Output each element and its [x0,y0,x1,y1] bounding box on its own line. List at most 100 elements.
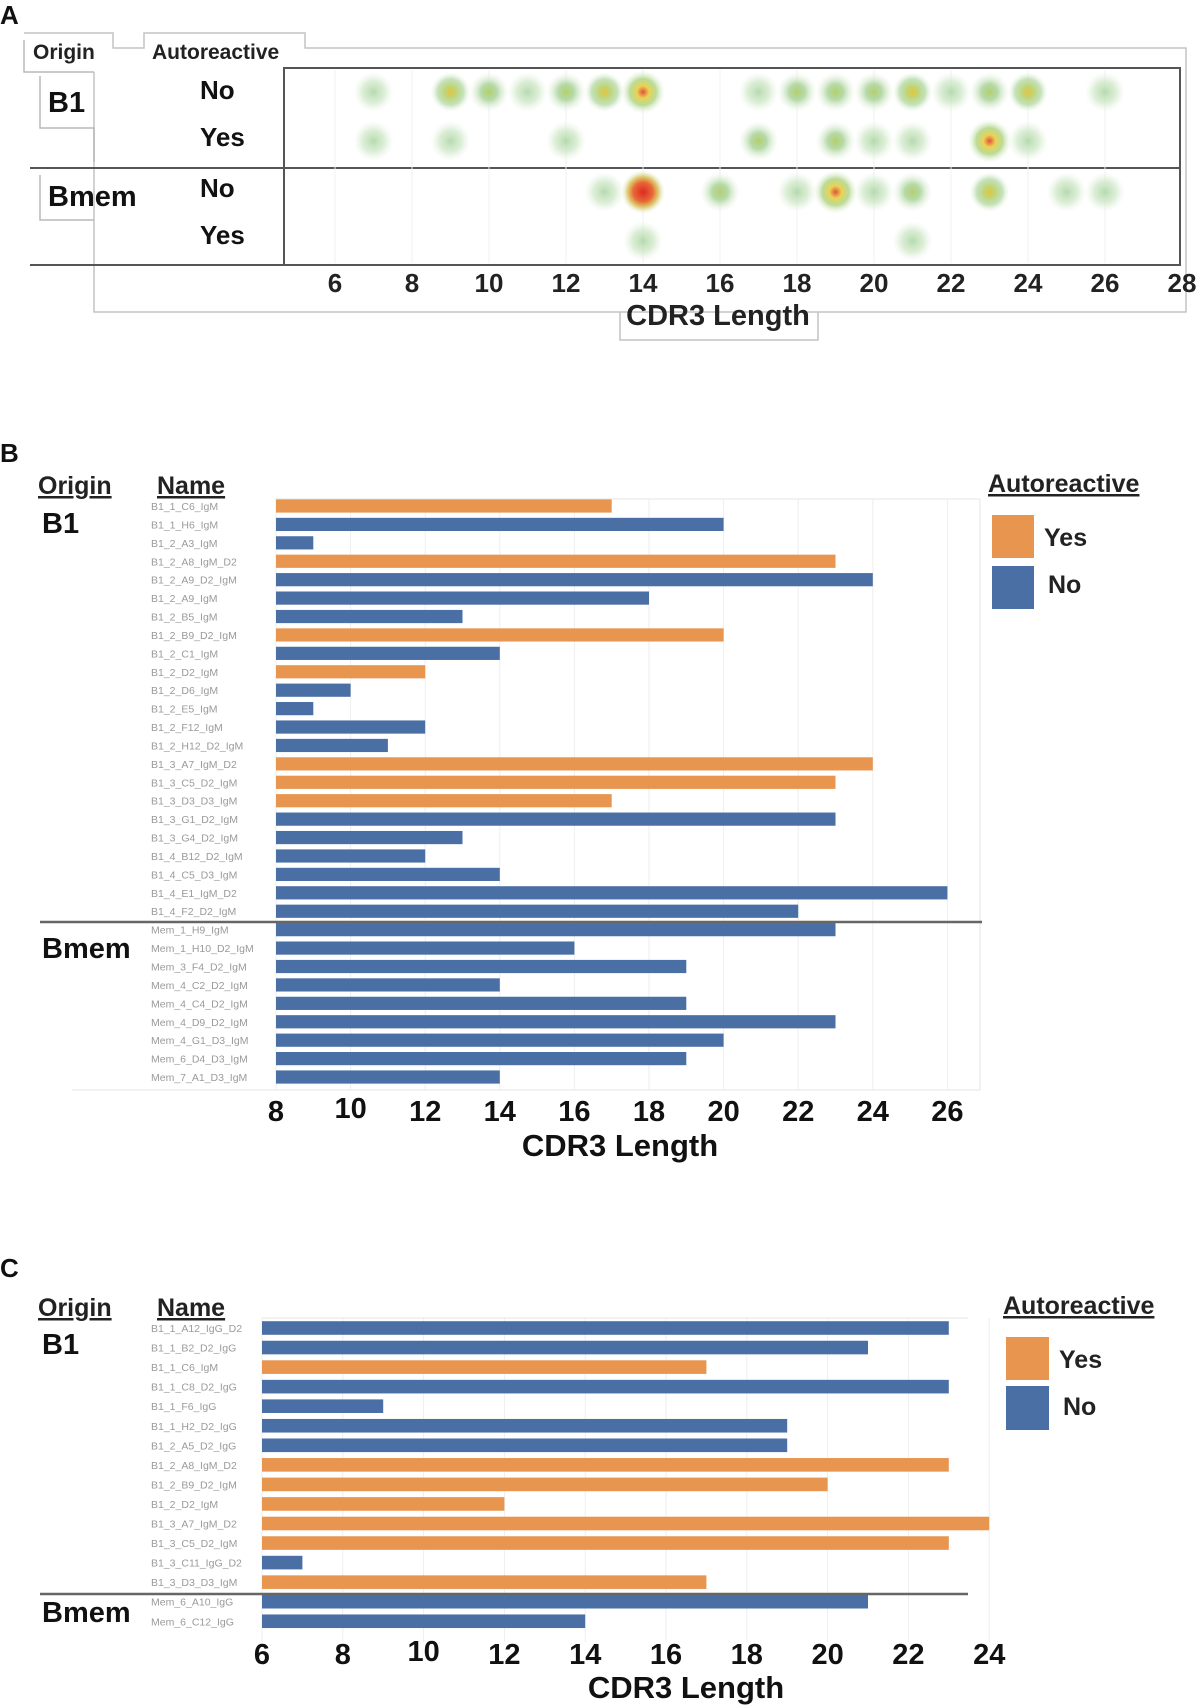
heat-dot [546,72,586,112]
bar [262,1321,949,1335]
heat-dot [738,121,779,161]
panel-c-letter: C [0,1253,19,1283]
bar [262,1575,707,1589]
heat-dot [969,172,1010,212]
panel-c-name-header: Name [157,1294,225,1322]
bar [262,1399,384,1413]
bar [276,628,724,642]
bar [276,720,426,734]
panel-b-legend-no-swatch [992,566,1034,609]
panel-b: B Origin Name B1 Bmem B1_1_C6_IgM B1_1_H6… [0,438,1140,1163]
heat-dot [813,170,858,214]
heat-dot [854,172,894,212]
heat-dot [1008,72,1048,112]
panel-b-bars: B1_1_C6_IgM B1_1_H6_IgM B1_2_A3_IgM B1_2_A8… [151,499,948,1084]
heat-dot [967,119,1012,163]
heat-dot [815,72,856,112]
panel-b-origin-bmem: Bmem [42,933,131,965]
bar-name-label: B1_3_A7_IgM_D2 [151,759,237,771]
heat-dot [777,72,817,112]
bar-name-label: Mem_1_H9_IgM [151,925,229,937]
bar-name-label: B1_2_A9_D2_IgM [151,575,237,587]
panel-c-bars: B1_1_A12_IgG_D2 B1_1_B2_D2_IgG B1_1_C6_IgM… [151,1321,990,1629]
heat-dot [507,72,548,112]
bar-name-label: Mem_6_C12_IgG [151,1616,234,1628]
panel-b-x-ticks: 8 10 12 14 16 18 20 22 24 26 [268,1093,964,1128]
panel-b-legend-no-label: No [1048,571,1081,599]
bar [276,904,799,918]
bar-name-label: B1_2_A8_IgM_D2 [151,1460,237,1472]
bar-name-label: B1_2_D6_IgM [151,685,218,697]
panel-c-origin-header: Origin [38,1294,112,1322]
panel-b-letter: B [0,438,19,468]
bar [276,757,873,771]
bar-name-label: B1_2_H12_D2_IgM [151,740,243,752]
panel-a-row-b1-no: No [200,75,235,105]
bar [262,1360,707,1374]
bar [276,702,314,716]
x-tick-label: 22 [892,1639,924,1671]
bar [276,609,463,624]
x-tick-label: 22 [782,1096,814,1128]
panel-a-row-b1-yes: Yes [200,122,245,152]
bar-name-label: Mem_3_F4_D2_IgM [151,962,247,974]
heat-dot [584,172,625,212]
bar [262,1516,990,1531]
x-tick-label: 24 [973,1639,1005,1671]
panel-c-legend-yes-swatch [1006,1337,1049,1380]
bar-name-label: B1_1_A12_IgG_D2 [151,1323,242,1335]
bar [262,1438,788,1453]
heat-dot [854,121,894,161]
panel-a: A Origin Autoreactive B1 Bmem No Yes No … [0,0,1196,341]
heat-dot [738,72,779,112]
bar [262,1418,788,1433]
bar [276,738,388,753]
bar-name-label: B1_3_A7_IgM_D2 [151,1519,237,1531]
panel-c-x-ticks: 6 8 10 12 14 16 18 20 22 24 [254,1636,1005,1671]
heat-dot [700,172,740,212]
heat-dot [353,121,394,161]
bar-name-label: B1_2_A5_D2_IgG [151,1440,236,1452]
panel-b-legend-yes-label: Yes [1044,524,1087,552]
x-tick-label: 16 [558,1096,590,1128]
heat-dot [1085,172,1125,212]
panel-c-origin-bmem: Bmem [42,1597,131,1629]
bar-name-label: B1_2_B9_D2_IgM [151,1479,237,1491]
bar [276,867,500,881]
x-tick-label: 12 [488,1639,520,1671]
heat-dot [931,72,971,112]
x-tick-label: 18 [731,1639,763,1671]
panel-c-legend-title: Autoreactive [1003,1292,1155,1320]
bar-name-label: B1_2_F12_IgM [151,722,223,734]
bar-name-label: B1_3_D3_D3_IgM [151,796,237,808]
panel-b-x-axis-title: CDR3 Length [522,1128,718,1163]
heat-dot [584,72,625,112]
panel-a-letter: A [0,0,19,30]
bar-name-label: Mem_6_A10_IgG [151,1597,233,1609]
bar-name-label: B1_2_B5_IgM [151,612,218,624]
bar-name-label: B1_4_F2_D2_IgM [151,906,236,918]
bar [262,1477,828,1492]
panel-b-legend-yes-swatch [992,515,1034,558]
bar-name-label: B1_4_B12_D2_IgM [151,851,243,863]
bar-name-label: B1_4_C5_D3_IgM [151,869,237,881]
x-tick-label: 6 [328,268,342,298]
bar-name-label: Mem_4_D9_D2_IgM [151,1017,248,1029]
x-tick-label: 8 [335,1639,351,1671]
heat-dot [430,72,471,112]
bar-name-label: B1_1_C6_IgM [151,501,218,513]
bar-name-label: Mem_4_G1_D3_IgM [151,1035,248,1047]
bar [276,1052,687,1066]
x-tick-label: 16 [650,1639,682,1671]
x-tick-label: 26 [931,1096,963,1128]
x-tick-label: 18 [783,268,812,298]
bar-name-label: B1_2_C1_IgM [151,648,218,660]
bar [276,886,948,900]
panel-b-origin-header: Origin [38,472,112,500]
bar [262,1614,586,1629]
bar-name-label: B1_4_E1_IgM_D2 [151,888,237,900]
x-tick-label: 20 [707,1096,739,1128]
heat-dot [546,121,586,161]
x-tick-label: 14 [569,1639,601,1671]
bar-name-label: B1_3_G4_D2_IgM [151,833,238,845]
